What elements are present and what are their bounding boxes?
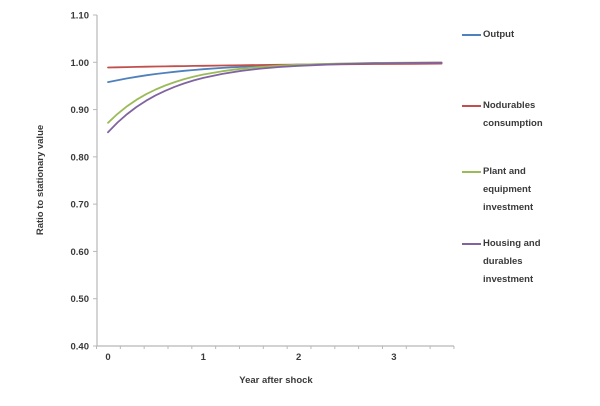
- y-tick-label: 1.10: [71, 11, 90, 22]
- y-tick-label: 0.90: [71, 105, 90, 116]
- series-line-housing-and-durables-investment: [107, 61, 443, 134]
- y-axis-title: Ratio to stationary value: [35, 124, 46, 236]
- x-tick-label: 0: [105, 352, 110, 363]
- x-tick-label: 3: [391, 352, 396, 363]
- y-tick-label: 0.80: [71, 152, 90, 163]
- x-axis-title: Year after shock: [239, 375, 313, 386]
- legend-label-housing-durables-investment: Housing and durables investment: [483, 238, 541, 285]
- x-tick-label: 2: [296, 352, 301, 363]
- x-tick-label: 1: [201, 352, 207, 363]
- legend-item-nodurables-consumption: Nodurables consumption: [462, 97, 553, 133]
- output-line-swatch-icon: [462, 34, 481, 36]
- plant-line-swatch-icon: [462, 171, 481, 173]
- legend-label-output: Output: [483, 29, 515, 40]
- y-tick-label: 0.50: [71, 294, 90, 305]
- housing-line-swatch-icon: [462, 243, 481, 245]
- legend-item-housing-durables-investment: Housing and durables investment: [462, 235, 553, 289]
- legend-label-nodurables-consumption: Nodurables consumption: [483, 100, 543, 129]
- y-tick-label: 0.40: [71, 342, 90, 353]
- legend-item-plant-equipment-investment: Plant and equipment investment: [462, 163, 553, 217]
- legend-item-output: Output: [462, 26, 553, 44]
- y-tick-label: 1.00: [71, 58, 90, 69]
- y-tick-label: 0.70: [71, 200, 90, 211]
- nodurables-line-swatch-icon: [462, 105, 481, 107]
- legend-label-plant-equipment-investment: Plant and equipment investment: [483, 166, 534, 213]
- y-tick-label: 0.60: [71, 247, 90, 258]
- series-line-plant-and-equipment-investment: [107, 61, 443, 124]
